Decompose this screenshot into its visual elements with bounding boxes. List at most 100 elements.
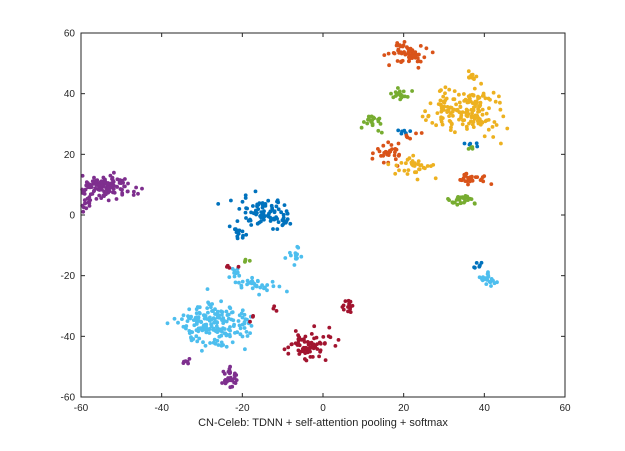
scatter-point bbox=[204, 330, 209, 335]
scatter-point bbox=[240, 308, 245, 313]
scatter-point bbox=[413, 170, 417, 175]
scatter-point bbox=[237, 207, 242, 211]
scatter-point bbox=[117, 178, 122, 183]
y-tick-label: 40 bbox=[64, 89, 76, 100]
scatter-point bbox=[244, 330, 249, 334]
scatter-point bbox=[188, 316, 193, 321]
scatter-point bbox=[462, 92, 466, 96]
x-tick-label: 40 bbox=[479, 403, 491, 414]
scatter-point bbox=[417, 167, 421, 172]
scatter-point bbox=[311, 342, 316, 347]
scatter-point bbox=[366, 114, 371, 119]
scatter-point bbox=[439, 117, 443, 122]
scatter-point bbox=[239, 283, 244, 288]
scatter-point bbox=[200, 328, 205, 333]
scatter-point bbox=[194, 307, 199, 312]
scatter-point bbox=[97, 193, 102, 198]
scatter-point bbox=[386, 51, 391, 56]
scatter-point bbox=[259, 219, 263, 224]
scatter-point bbox=[235, 219, 240, 224]
scatter-point bbox=[381, 160, 386, 165]
y-tick-label: 20 bbox=[64, 150, 76, 161]
scatter-point bbox=[232, 376, 237, 380]
scatter-point bbox=[397, 168, 401, 173]
scatter-point bbox=[106, 198, 111, 203]
scatter-point bbox=[423, 166, 427, 171]
scatter-point bbox=[115, 185, 119, 189]
scatter-point bbox=[390, 147, 394, 152]
scatter-point bbox=[485, 278, 489, 282]
scatter-point bbox=[472, 201, 477, 206]
scatter-point bbox=[233, 331, 237, 335]
scatter-point bbox=[270, 279, 275, 284]
scatter-point bbox=[112, 190, 117, 195]
scatter-point bbox=[327, 325, 332, 330]
scatter-point bbox=[333, 344, 338, 348]
scatter-point bbox=[195, 339, 200, 344]
scatter-point bbox=[132, 189, 136, 194]
scatter-point bbox=[483, 96, 488, 101]
scatter-point bbox=[275, 227, 280, 232]
scatter-point bbox=[181, 324, 186, 329]
scatter-point bbox=[403, 94, 407, 99]
scatter-point bbox=[455, 202, 460, 207]
scatter-point bbox=[470, 145, 475, 149]
scatter-point bbox=[251, 314, 256, 318]
scatter-point bbox=[265, 283, 270, 287]
scatter-point bbox=[185, 319, 190, 323]
scatter-point bbox=[350, 303, 355, 308]
scatter-point bbox=[424, 46, 429, 51]
scatter-point bbox=[370, 123, 375, 128]
scatter-point bbox=[460, 195, 465, 200]
scatter-point bbox=[176, 320, 180, 325]
scatter-point bbox=[476, 119, 481, 123]
scatter-point bbox=[434, 123, 438, 128]
scatter-point bbox=[494, 123, 499, 127]
scatter-point bbox=[458, 201, 463, 206]
scatter-point bbox=[108, 173, 113, 178]
scatter-point bbox=[407, 56, 412, 61]
scatter-point bbox=[209, 305, 213, 310]
scatter-point bbox=[446, 197, 450, 201]
scatter-point bbox=[242, 320, 247, 325]
scatter-point bbox=[131, 193, 136, 197]
scatter-point bbox=[230, 340, 235, 345]
scatter-point bbox=[474, 74, 479, 79]
scatter-point bbox=[181, 313, 186, 318]
scatter-point bbox=[408, 46, 413, 51]
scatter-point bbox=[419, 163, 424, 167]
scatter-point bbox=[112, 170, 116, 175]
scatter-point bbox=[395, 59, 400, 63]
scatter-point bbox=[241, 233, 245, 238]
scatter-point bbox=[271, 306, 276, 311]
scatter-point bbox=[207, 327, 212, 332]
scatter-point bbox=[193, 318, 198, 322]
scatter-point bbox=[443, 91, 447, 96]
scatter-point bbox=[275, 216, 279, 221]
scatter-point bbox=[397, 51, 401, 55]
scatter-point bbox=[416, 65, 421, 70]
scatter-point bbox=[253, 208, 258, 213]
scatter-point bbox=[487, 279, 492, 284]
scatter-point bbox=[336, 338, 341, 342]
scatter-point bbox=[285, 217, 290, 222]
scatter-point bbox=[464, 124, 469, 129]
y-tick-label: 0 bbox=[69, 211, 75, 222]
scatter-point bbox=[452, 89, 457, 93]
scatter-point bbox=[402, 50, 406, 54]
scatter-point bbox=[323, 341, 327, 345]
scatter-point bbox=[83, 201, 87, 206]
scatter-point bbox=[465, 111, 470, 116]
scatter-point bbox=[203, 326, 208, 331]
scatter-point bbox=[197, 305, 202, 310]
scatter-point bbox=[435, 111, 440, 115]
scatter-point bbox=[304, 345, 308, 350]
scatter-point bbox=[180, 317, 184, 321]
scatter-point bbox=[277, 284, 282, 289]
scatter-point bbox=[499, 141, 503, 146]
scatter-point bbox=[90, 179, 95, 184]
x-tick-label: 0 bbox=[320, 403, 326, 414]
scatter-point bbox=[348, 299, 353, 304]
scatter-point bbox=[93, 179, 98, 183]
scatter-point bbox=[123, 177, 127, 181]
